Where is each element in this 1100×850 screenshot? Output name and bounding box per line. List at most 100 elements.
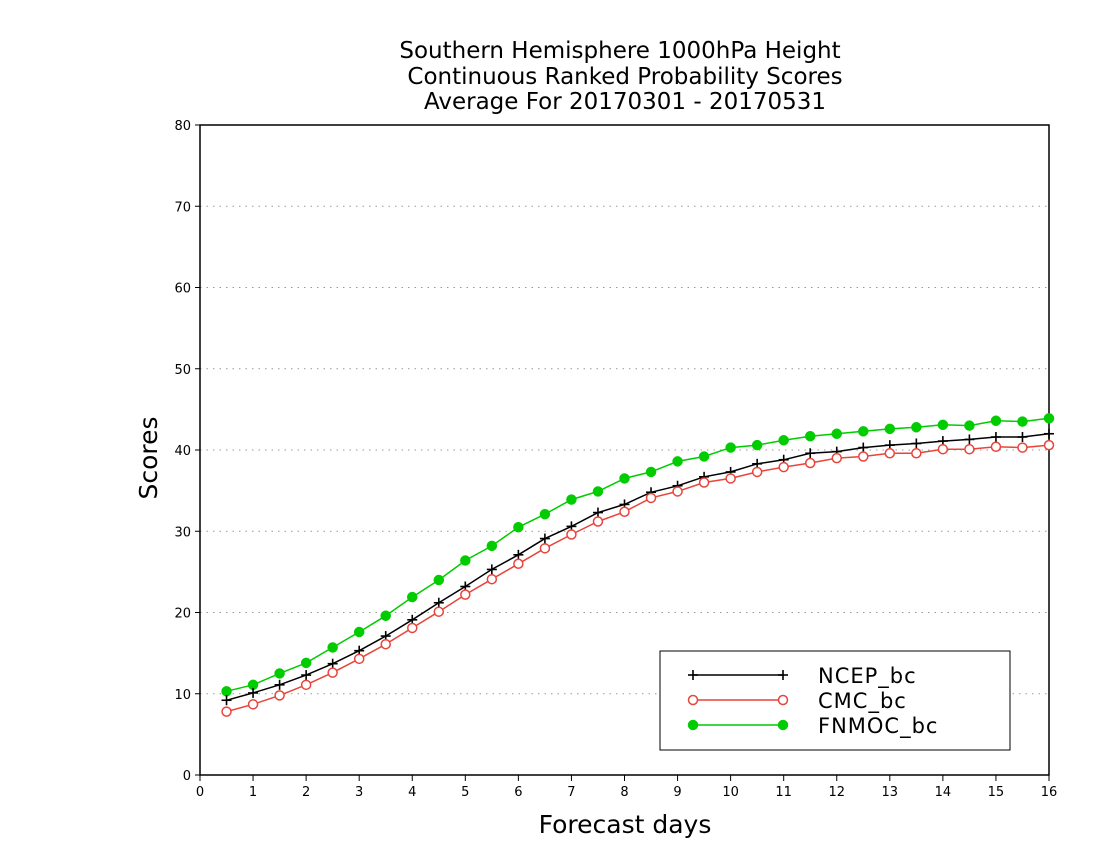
data-point-CMC_bc: [380, 638, 391, 650]
title-line-3: Average For 20170301 - 20170531: [424, 89, 826, 115]
x-axis-label: Forecast days: [539, 810, 712, 839]
y-tick-label: 30: [174, 525, 191, 540]
x-tick-label: 3: [355, 785, 363, 800]
series-layer: [221, 413, 1055, 717]
data-point-FNMOC_bc: [274, 668, 285, 679]
x-axis-ticks: 0 1 2 3 4 5 6 7 8 9 10 11 12 13 14 15 16: [196, 775, 1057, 800]
data-point-FNMOC_bc: [380, 610, 391, 621]
data-point-FNMOC_bc: [513, 521, 524, 533]
data-point-NCEP_bc: [1017, 432, 1028, 442]
title-line-2: Continuous Ranked Probability Scores: [407, 64, 842, 90]
data-point-NCEP_bc: [221, 695, 232, 706]
legend-marker-left: [688, 670, 698, 680]
data-point-FNMOC_bc: [221, 686, 232, 697]
data-point-CMC_bc: [672, 486, 683, 497]
data-point-FNMOC_bc: [433, 574, 445, 586]
x-tick-label: 6: [514, 785, 522, 800]
series-NCEP_bc: [221, 428, 1054, 706]
data-point-NCEP_bc: [858, 442, 869, 453]
legend-label: FNMOC_bc: [818, 714, 938, 739]
data-point-NCEP_bc: [327, 658, 338, 669]
data-point-CMC_bc: [751, 466, 763, 478]
data-point-FNMOC_bc: [566, 494, 577, 505]
x-tick-label: 1: [249, 785, 257, 800]
data-point-CMC_bc: [592, 516, 604, 527]
legend-entry-NCEP_bc: NCEP_bc: [688, 664, 916, 689]
data-point-CMC_bc: [884, 448, 896, 459]
data-point-CMC_bc: [407, 622, 418, 634]
data-point-NCEP_bc: [964, 434, 975, 445]
data-point-FNMOC_bc: [990, 415, 1002, 426]
data-point-FNMOC_bc: [937, 419, 949, 431]
data-point-NCEP_bc: [486, 564, 497, 575]
data-point-CMC_bc: [911, 448, 922, 459]
legend-marker-right: [777, 694, 789, 706]
data-point-NCEP_bc: [1044, 428, 1054, 439]
chart-title: Southern Hemisphere 1000hPa Height Conti…: [399, 38, 842, 115]
data-point-CMC_bc: [353, 653, 365, 665]
data-point-FNMOC_bc: [911, 422, 922, 433]
data-point-CMC_bc: [831, 452, 842, 464]
data-point-NCEP_bc: [592, 507, 603, 518]
data-point-CMC_bc: [1043, 439, 1055, 451]
x-tick-label: 2: [302, 785, 310, 800]
data-point-FNMOC_bc: [751, 439, 763, 451]
series-CMC_bc: [221, 439, 1055, 717]
x-tick-label: 10: [722, 785, 739, 800]
x-tick-label: 9: [673, 785, 681, 800]
data-point-NCEP_bc: [990, 432, 1001, 442]
data-point-NCEP_bc: [513, 549, 524, 560]
x-tick-label: 0: [196, 785, 204, 800]
data-point-CMC_bc: [460, 589, 471, 600]
data-point-NCEP_bc: [248, 687, 259, 698]
legend-marker-left: [687, 694, 699, 706]
data-point-CMC_bc: [539, 543, 551, 554]
data-point-CMC_bc: [1017, 442, 1028, 453]
x-tick-label: 7: [567, 785, 575, 800]
y-tick-label: 10: [174, 688, 191, 703]
data-point-FNMOC_bc: [964, 420, 975, 431]
data-point-CMC_bc: [274, 690, 285, 701]
data-point-CMC_bc: [300, 679, 312, 691]
data-point-CMC_bc: [433, 606, 445, 617]
data-point-CMC_bc: [566, 529, 577, 540]
data-point-NCEP_bc: [274, 679, 285, 690]
data-point-CMC_bc: [247, 699, 259, 710]
data-point-FNMOC_bc: [645, 466, 657, 478]
data-point-FNMOC_bc: [804, 430, 816, 442]
legend-entry-FNMOC_bc: FNMOC_bc: [687, 714, 938, 739]
legend-marker-left: [687, 719, 699, 731]
data-point-FNMOC_bc: [884, 423, 896, 435]
legend-marker-right: [777, 719, 789, 731]
data-point-FNMOC_bc: [1043, 413, 1055, 424]
x-tick-label: 16: [1041, 785, 1058, 800]
legend-marker-right: [778, 670, 788, 680]
data-point-CMC_bc: [619, 506, 630, 517]
data-point-NCEP_bc: [805, 448, 816, 459]
data-point-CMC_bc: [698, 477, 710, 488]
data-point-CMC_bc: [804, 457, 816, 469]
data-point-NCEP_bc: [539, 533, 550, 544]
data-point-FNMOC_bc: [353, 626, 365, 638]
y-tick-label: 20: [174, 607, 191, 622]
data-point-CMC_bc: [778, 461, 789, 473]
y-tick-label: 50: [174, 363, 191, 378]
x-tick-label: 8: [620, 785, 628, 800]
y-axis-ticks: 0 10 20 30 40 50 60 70 80: [174, 119, 200, 784]
x-tick-label: 15: [988, 785, 1005, 800]
data-point-NCEP_bc: [911, 438, 922, 449]
data-point-FNMOC_bc: [698, 451, 710, 462]
data-point-FNMOC_bc: [1017, 416, 1028, 427]
data-point-FNMOC_bc: [672, 456, 683, 467]
data-point-CMC_bc: [221, 706, 232, 717]
y-tick-label: 70: [174, 200, 191, 215]
gridlines: [200, 205, 1049, 695]
data-point-NCEP_bc: [433, 597, 444, 608]
x-tick-label: 4: [408, 785, 416, 800]
data-point-FNMOC_bc: [725, 442, 736, 453]
data-point-FNMOC_bc: [300, 657, 312, 669]
data-point-NCEP_bc: [301, 670, 312, 681]
series-line-FNMOC_bc: [226, 417, 1050, 693]
